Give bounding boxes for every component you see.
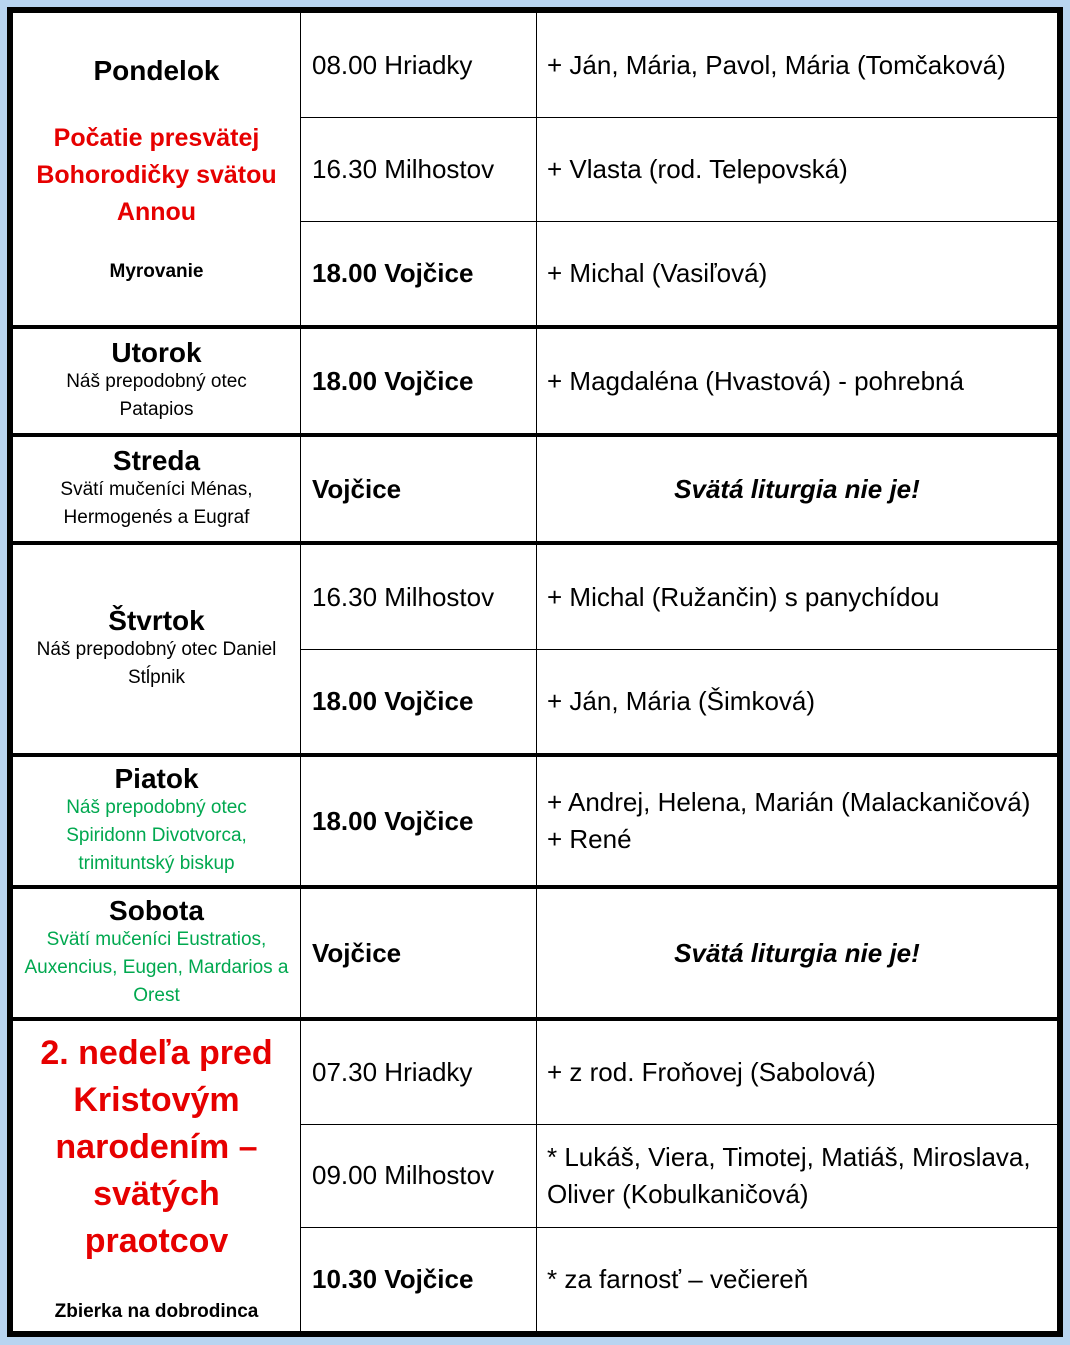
mass-time: 18.00 Vojčice [312,805,474,836]
mass-intention-cell: + z rod. Froňovej (Sabolová) [537,1021,1057,1124]
mass-time: 10.30 Vojčice [312,1263,474,1294]
row-divider [301,116,1057,118]
mass-time-cell: 08.00 Hriadky [301,13,537,117]
day-divider [13,1017,1057,1021]
day-name: Utorok [111,337,202,368]
mass-time-cell: 10.30 Vojčice [301,1228,537,1331]
day-divider [13,885,1057,889]
day-name: 2. nedeľa pred Kristovým narodením – svä… [40,1033,273,1260]
day-cell: Pondelok Počatie presvätej Bohorodičky sv… [13,13,300,325]
day-name: Streda [112,445,201,476]
mass-time: 18.00 Vojčice [312,685,474,716]
mass-intention-cell: + Andrej, Helena, Marián (Malackaničová)… [537,757,1057,885]
mass-intention: Svätá liturgia nie je! [674,473,920,504]
mass-time: 09.00 Milhostov [312,1160,495,1191]
day-feast: Svätí mučeníci Eustratios, Auxencius, Eu… [24,929,289,1006]
mass-intention: + Andrej, Helena, Marián (Malackaničová) [547,787,1031,817]
day-cell: Streda Svätí mučeníci Ménas, Hermogenés a… [13,437,300,541]
mass-intention-cell: + Michal (Vasiľová) [537,221,1057,325]
mass-intention-cell: + Michal (Ružančin) s panychídou [537,545,1057,649]
day-feast: Počatie presvätej Bohorodičky svätou Ann… [36,123,277,226]
mass-time-cell: Vojčice [301,437,537,541]
mass-time: 18.00 Vojčice [312,365,474,396]
mass-time-cell: 09.00 Milhostov [301,1124,537,1227]
day-divider [13,753,1057,757]
mass-intention-cell: + Ján, Mária (Šimková) [537,649,1057,753]
day-cell: Piatok Náš prepodobný otec Spiridonn Divo… [13,757,300,885]
column-divider [300,13,301,1331]
mass-time-cell: 18.00 Vojčice [301,757,537,885]
mass-intention-cell: * Lukáš, Viera, Timotej, Matiáš, Mirosla… [537,1124,1057,1227]
mass-time: 18.00 Vojčice [312,257,474,288]
day-divider [13,325,1057,329]
row-divider [301,648,1057,650]
mass-time: 08.00 Hriadky [312,49,473,80]
mass-time: 07.30 Hriadky [312,1057,473,1088]
mass-time-cell: 18.00 Vojčice [301,221,537,325]
mass-time: 16.30 Milhostov [312,153,495,184]
day-cell: Utorok Náš prepodobný otec Patapios [13,329,300,433]
day-divider [13,433,1057,437]
day-feast: Svätí mučeníci Ménas, Hermogenés a Eugra… [60,479,253,528]
mass-time-cell: 18.00 Vojčice [301,649,537,753]
schedule-table: Pondelok Počatie presvätej Bohorodičky sv… [7,7,1063,1337]
mass-time-cell: 18.00 Vojčice [301,329,537,433]
mass-intention: + z rod. Froňovej (Sabolová) [547,1057,876,1088]
mass-intention-cell: + Vlasta (rod. Telepovská) [537,117,1057,221]
mass-intention-cell: + Magdaléna (Hvastová) - pohrebná [537,329,1057,433]
mass-intention-cell: Svätá liturgia nie je! [537,889,1057,1017]
mass-intention: + Magdaléna (Hvastová) - pohrebná [547,365,964,396]
mass-time: 16.30 Milhostov [312,581,495,612]
mass-intention: + Vlasta (rod. Telepovská) [547,153,848,184]
mass-intention: * Lukáš, Viera, Timotej, Matiáš, Mirosla… [547,1141,1031,1209]
mass-time-cell: Vojčice [301,889,537,1017]
column-divider [536,13,537,1331]
day-feast: Náš prepodobný otec Patapios [66,371,247,420]
day-name: Sobota [109,895,204,926]
mass-time: Vojčice [312,473,402,504]
mass-intention-cell: + Ján, Mária, Pavol, Mária (Tomčaková) [537,13,1057,117]
day-feast: Náš prepodobný otec Daniel Stĺpnik [36,639,277,688]
mass-intention: Svätá liturgia nie je! [674,937,920,968]
mass-intention-cell: Svätá liturgia nie je! [537,437,1057,541]
mass-time: Vojčice [312,937,402,968]
mass-intention: + Ján, Mária (Šimková) [547,685,816,716]
mass-time-cell: 16.30 Milhostov [301,545,537,649]
mass-intention-cell: * za farnosť – večiereň [537,1228,1057,1331]
day-cell: Sobota Svätí mučeníci Eustratios, Auxenci… [13,889,300,1017]
day-cell: 2. nedeľa pred Kristovým narodením – svä… [13,1021,300,1331]
day-name: Štvrtok [108,605,205,636]
day-note: Zbierka na dobrodinca [54,1300,259,1322]
mass-intention: + Michal (Vasiľová) [547,257,768,288]
day-cell: Štvrtok Náš prepodobný otec Daniel Stĺpni… [13,545,300,753]
mass-time-cell: 07.30 Hriadky [301,1021,537,1124]
day-name: Piatok [114,763,199,794]
mass-intention: + Michal (Ružančin) s panychídou [547,581,940,612]
row-divider [301,1227,1057,1229]
day-divider [13,541,1057,545]
row-divider [301,220,1057,222]
row-divider [301,1123,1057,1125]
mass-intention: * za farnosť – večiereň [547,1263,809,1294]
mass-intention: + Ján, Mária, Pavol, Mária (Tomčaková) [547,49,1006,80]
day-note: Myrovanie [109,260,204,282]
day-feast: Náš prepodobný otec Spiridonn Divotvorca… [66,797,247,874]
mass-intention-2: + René [547,824,632,854]
mass-time-cell: 16.30 Milhostov [301,117,537,221]
day-name: Pondelok [93,54,220,86]
